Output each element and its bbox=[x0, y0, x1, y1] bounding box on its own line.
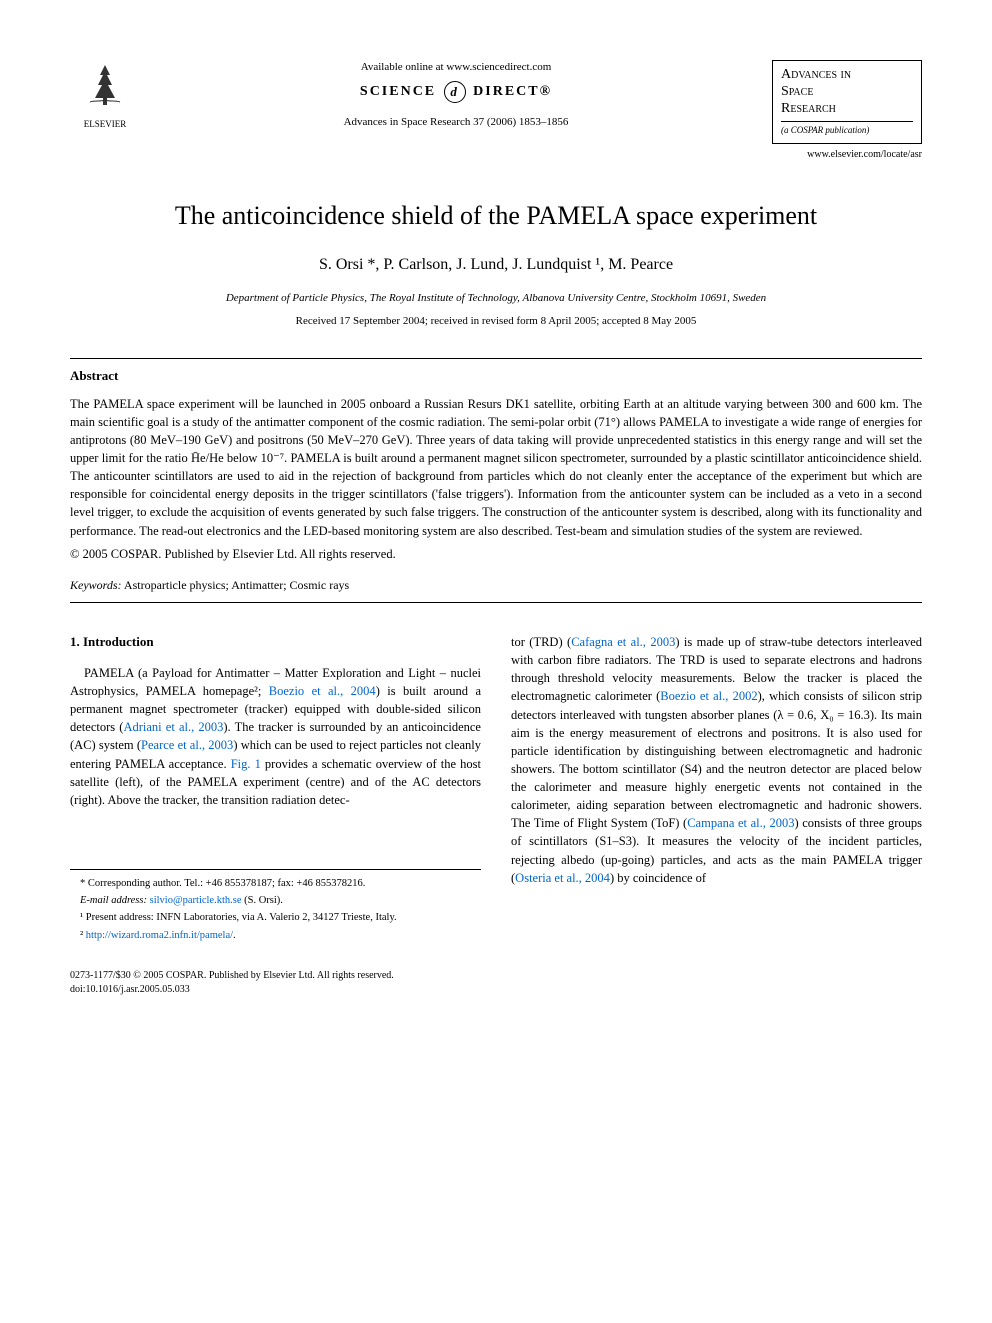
ref-link-boezio2004[interactable]: Boezio et al., 2004 bbox=[269, 684, 376, 698]
email-label: E-mail address: bbox=[80, 895, 147, 906]
intro-paragraph-right: tor (TRD) (Cafagna et al., 2003) is made… bbox=[511, 633, 922, 887]
divider-top bbox=[70, 358, 922, 359]
footer-copyright: 0273-1177/$30 © 2005 COSPAR. Published b… bbox=[70, 969, 922, 983]
sd-d-icon: d bbox=[444, 81, 466, 103]
email-suffix: (S. Orsi). bbox=[242, 895, 283, 906]
header-center: Available online at www.sciencedirect.co… bbox=[140, 60, 772, 131]
journal-name-2: Space bbox=[781, 84, 913, 101]
footnote-2: ² http://wizard.roma2.infn.it/pamela/. bbox=[70, 928, 481, 943]
fn2-suffix: . bbox=[233, 930, 236, 941]
footnotes-block: * Corresponding author. Tel.: +46 855378… bbox=[70, 869, 481, 943]
sd-left: SCIENCE bbox=[360, 85, 436, 100]
keywords-values: Astroparticle physics; Antimatter; Cosmi… bbox=[122, 578, 350, 592]
affiliation: Department of Particle Physics, The Roya… bbox=[70, 291, 922, 306]
ref-link-campana2003[interactable]: Campana et al., 2003 bbox=[687, 816, 794, 830]
intro-paragraph-left: PAMELA (a Payload for Antimatter – Matte… bbox=[70, 664, 481, 809]
ref-link-cafagna2003[interactable]: Cafagna et al., 2003 bbox=[571, 635, 675, 649]
locate-url: www.elsevier.com/locate/asr bbox=[772, 148, 922, 162]
page-footer: 0273-1177/$30 © 2005 COSPAR. Published b… bbox=[70, 969, 922, 997]
footer-doi: doi:10.1016/j.asr.2005.05.033 bbox=[70, 983, 922, 997]
ref-link-adriani2003[interactable]: Adriani et al., 2003 bbox=[123, 720, 223, 734]
body-columns: 1. Introduction PAMELA (a Payload for An… bbox=[70, 633, 922, 945]
header-row: ELSEVIER Available online at www.science… bbox=[70, 60, 922, 162]
sd-right: DIRECT® bbox=[473, 85, 552, 100]
abstract-copyright: © 2005 COSPAR. Published by Elsevier Ltd… bbox=[70, 546, 922, 564]
elsevier-tree-icon bbox=[80, 60, 130, 110]
journal-name-3: Research bbox=[781, 101, 913, 118]
authors-list: S. Orsi *, P. Carlson, J. Lund, J. Lundq… bbox=[70, 254, 922, 276]
journal-box-wrapper: Advances in Space Research (a COSPAR pub… bbox=[772, 60, 922, 162]
intro-heading: 1. Introduction bbox=[70, 633, 481, 652]
divider-bottom bbox=[70, 602, 922, 603]
ref-link-boezio2002[interactable]: Boezio et al., 2002 bbox=[660, 689, 757, 703]
elsevier-label: ELSEVIER bbox=[70, 118, 140, 131]
ref-link-pearce2003[interactable]: Pearce et al., 2003 bbox=[141, 738, 233, 752]
article-dates: Received 17 September 2004; received in … bbox=[70, 314, 922, 329]
keywords-label: Keywords: bbox=[70, 578, 122, 592]
footnote-corresponding: * Corresponding author. Tel.: +46 855378… bbox=[70, 876, 481, 891]
journal-box: Advances in Space Research (a COSPAR pub… bbox=[772, 60, 922, 144]
available-online-text: Available online at www.sciencedirect.co… bbox=[160, 60, 752, 75]
keywords-line: Keywords: Astroparticle physics; Antimat… bbox=[70, 577, 922, 594]
abstract-text: The PAMELA space experiment will be laun… bbox=[70, 395, 922, 540]
intro2-text-e: ) by coincidence of bbox=[610, 871, 706, 885]
column-left: 1. Introduction PAMELA (a Payload for An… bbox=[70, 633, 481, 945]
abstract-heading: Abstract bbox=[70, 367, 922, 385]
sciencedirect-logo: SCIENCE d DIRECT® bbox=[160, 81, 752, 103]
fn2-link[interactable]: http://wizard.roma2.infn.it/pamela/ bbox=[86, 930, 233, 941]
ref-link-osteria2004[interactable]: Osteria et al., 2004 bbox=[515, 871, 610, 885]
fig-link-1[interactable]: Fig. 1 bbox=[231, 757, 261, 771]
column-right: tor (TRD) (Cafagna et al., 2003) is made… bbox=[511, 633, 922, 945]
footnote-email-line: E-mail address: silvio@particle.kth.se (… bbox=[70, 893, 481, 908]
intro2-text-a: tor (TRD) ( bbox=[511, 635, 571, 649]
cospar-note: (a COSPAR publication) bbox=[781, 121, 913, 137]
journal-reference: Advances in Space Research 37 (2006) 185… bbox=[160, 115, 752, 130]
email-link[interactable]: silvio@particle.kth.se bbox=[147, 895, 242, 906]
article-title: The anticoincidence shield of the PAMELA… bbox=[70, 198, 922, 234]
intro2-text-c: ), which consists of silicon strip detec… bbox=[511, 689, 922, 830]
footnote-1: ¹ Present address: INFN Laboratories, vi… bbox=[70, 910, 481, 925]
journal-name-1: Advances in bbox=[781, 67, 913, 84]
elsevier-logo: ELSEVIER bbox=[70, 60, 140, 130]
